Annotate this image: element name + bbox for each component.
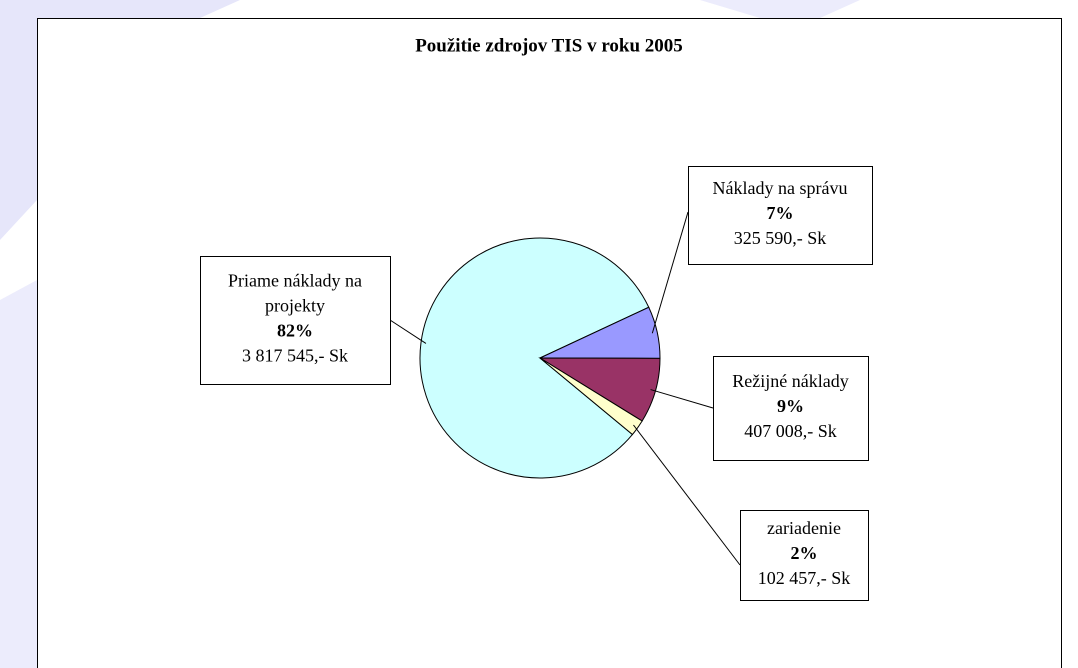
amount-label: 325 590,- Sk (734, 228, 827, 248)
value-label: 9% (777, 396, 804, 416)
category-label: Priame náklady na (228, 271, 362, 291)
value-label: 2% (791, 543, 818, 563)
leader-line (650, 389, 714, 409)
leader-line (389, 319, 427, 344)
pie-slice (419, 237, 650, 479)
leader-line (633, 424, 741, 566)
label-box (713, 356, 869, 461)
amount-label: 3 817 545,- Sk (242, 346, 348, 366)
amount-label: 407 008,- Sk (744, 421, 837, 441)
label-box (688, 166, 873, 265)
leader-line (651, 211, 689, 334)
background-shape (0, 0, 240, 240)
category-label: zariadenie (767, 518, 841, 538)
category-label: Náklady na správu (713, 178, 848, 198)
value-label: 82% (277, 321, 313, 341)
chart-title: Použitie zdrojov TIS v roku 2005 (415, 35, 683, 56)
category-label: Priame náklady na projekty (228, 271, 362, 316)
amount-label: 102 457,- Sk (758, 568, 851, 588)
label-box (740, 510, 869, 601)
label-box (200, 256, 391, 385)
background-shape (0, 280, 37, 668)
pie-slice (539, 357, 643, 436)
background-shape (700, 0, 860, 18)
category-label: Režijné náklady (732, 371, 848, 391)
category-label: projekty (265, 296, 325, 316)
value-label: 7% (767, 203, 794, 223)
